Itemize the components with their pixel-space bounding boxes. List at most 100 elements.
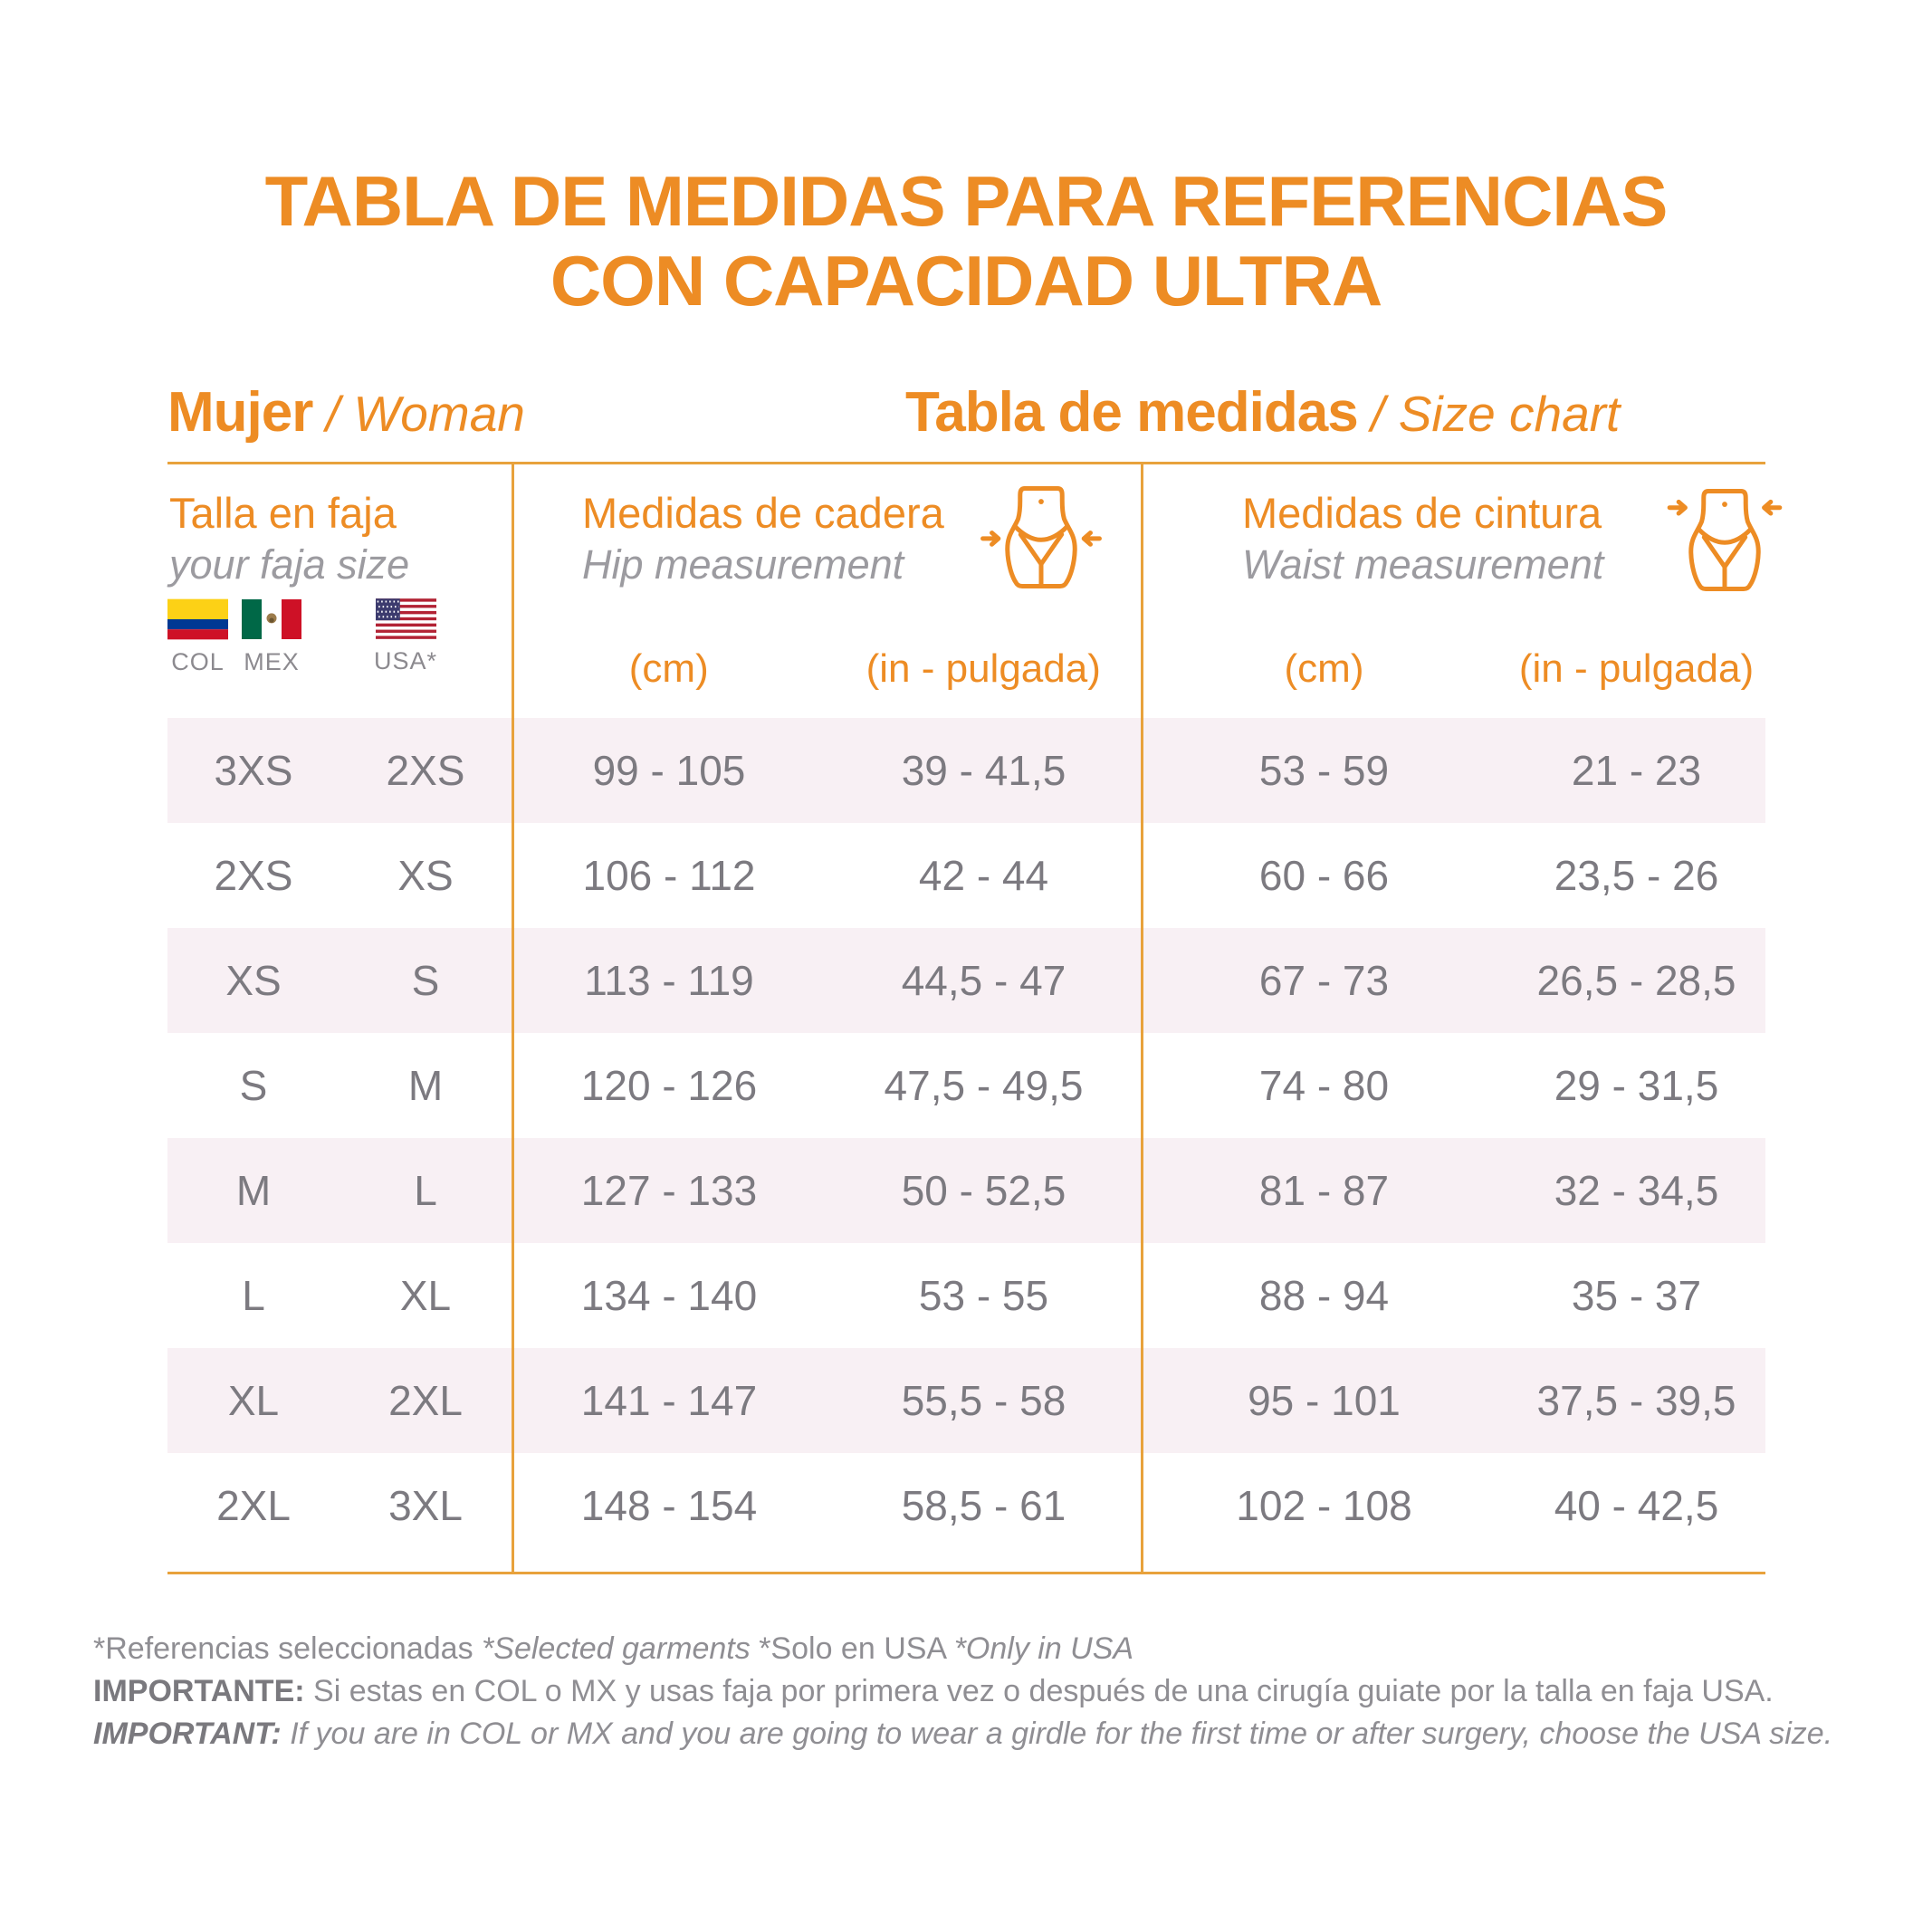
waist-column-title-es: Medidas de cintura xyxy=(1242,489,1602,537)
size-cell-usa: XL xyxy=(399,1272,452,1319)
size-cell-col-mex: 2XL xyxy=(216,1482,291,1529)
waist-unit-in: (in - pulgada) xyxy=(1518,646,1755,691)
usa-flag-label: USA* xyxy=(374,647,438,674)
page-title-line1: TABLA DE MEDIDAS PARA REFERENCIAS xyxy=(264,161,1669,241)
hip-column-header: Medidas de cadera Hip measurement (cm) (… xyxy=(512,464,1141,718)
colombia-flag-label: COL xyxy=(171,648,225,675)
waist-in-cell: 32 - 34,5 xyxy=(1554,1167,1719,1214)
footnote-ref-en: *Selected garments xyxy=(482,1631,760,1666)
size-cell-col-mex: XL xyxy=(227,1377,280,1424)
size-table: Talla en faja your faja size COL xyxy=(167,462,1783,1574)
waist-cm-cell: 74 - 80 xyxy=(1258,1062,1390,1109)
hip-in-cell: 58,5 - 61 xyxy=(901,1482,1066,1529)
hip-column-title-en: Hip measurement xyxy=(582,541,904,588)
mexico-flag-label: MEX xyxy=(244,648,300,675)
table-row: M L 127 - 133 50 - 52,5 81 - 87 32 - 34,… xyxy=(167,1138,1765,1243)
waist-in-cell: 26,5 - 28,5 xyxy=(1536,957,1736,1004)
table-row: S M 120 - 126 47,5 - 49,5 74 - 80 29 - 3… xyxy=(167,1033,1765,1138)
column-divider-1 xyxy=(512,464,514,1572)
hip-column-title-es: Medidas de cadera xyxy=(582,489,944,537)
hip-in-cell: 39 - 41,5 xyxy=(901,747,1066,794)
hip-cm-cell: 99 - 105 xyxy=(592,747,746,794)
hip-cm-cell: 127 - 133 xyxy=(580,1167,758,1214)
hip-in-cell: 55,5 - 58 xyxy=(901,1377,1066,1424)
waist-in-cell: 21 - 23 xyxy=(1571,747,1702,794)
footnote-ref-es: *Referencias seleccionadas xyxy=(93,1631,483,1666)
waist-cm-cell: 60 - 66 xyxy=(1258,852,1390,899)
table-header: Talla en faja your faja size COL xyxy=(167,464,1783,718)
hip-in-cell: 42 - 44 xyxy=(918,852,1049,899)
size-cell-usa: XS xyxy=(397,852,454,899)
waist-in-cell: 23,5 - 26 xyxy=(1554,852,1719,899)
waist-column-header: Medidas de cintura Waist measurement (cm… xyxy=(1141,464,1765,718)
waist-column-title-en: Waist measurement xyxy=(1242,541,1604,588)
table-row: 3XS 2XS 99 - 105 39 - 41,5 53 - 59 21 - … xyxy=(167,718,1765,823)
importante-text: Si estas en COL o MX y usas faja por pri… xyxy=(304,1674,1774,1708)
page-title: TABLA DE MEDIDAS PARA REFERENCIAS CON CA… xyxy=(0,161,1932,320)
waist-cm-cell: 102 - 108 xyxy=(1236,1482,1412,1529)
size-cell-usa: 3XL xyxy=(388,1482,463,1529)
waist-unit-cm: (cm) xyxy=(1284,646,1364,691)
heading-mujer: Mujer xyxy=(167,381,313,444)
waist-in-cell: 37,5 - 39,5 xyxy=(1536,1377,1736,1424)
waist-cm-cell: 81 - 87 xyxy=(1258,1167,1390,1214)
flags-row: COL MEX xyxy=(167,598,512,698)
size-column-header: Talla en faja your faja size COL xyxy=(167,464,512,718)
size-cell-usa: 2XL xyxy=(388,1377,463,1424)
size-cell-usa: L xyxy=(414,1167,437,1214)
heading-tabla-size-chart: Tabla de medidas / Size chart xyxy=(905,380,1620,445)
waist-measurement-icon xyxy=(1667,489,1783,592)
hip-cm-cell: 113 - 119 xyxy=(584,957,754,1004)
size-cell-col-mex: 2XS xyxy=(214,852,293,899)
waist-cm-cell: 67 - 73 xyxy=(1258,957,1390,1004)
hip-units-row: (cm) (in - pulgada) xyxy=(512,641,1141,697)
usa-flag-icon xyxy=(375,598,436,639)
hip-in-cell: 50 - 52,5 xyxy=(901,1167,1066,1214)
hip-measurement-icon xyxy=(980,486,1102,589)
table-row: XL 2XL 141 - 147 55,5 - 58 95 - 101 37,5… xyxy=(167,1348,1765,1453)
waist-cm-cell: 88 - 94 xyxy=(1258,1272,1390,1319)
hip-in-cell: 47,5 - 49,5 xyxy=(884,1062,1084,1109)
table-row: 2XL 3XL 148 - 154 58,5 - 61 102 - 108 40… xyxy=(167,1453,1765,1558)
footnote-importante: IMPORTANTE: Si estas en COL o MX y usas … xyxy=(93,1670,1832,1713)
footnote-references: *Referencias seleccionadas *Selected gar… xyxy=(93,1628,1832,1670)
heading-mujer-woman: Mujer / Woman xyxy=(167,380,525,445)
table-row: 2XS XS 106 - 112 42 - 44 60 - 66 23,5 - … xyxy=(167,823,1765,928)
waist-cm-cell: 53 - 59 xyxy=(1258,747,1390,794)
size-cell-col-mex: 3XS xyxy=(214,747,293,794)
footnote-usa-es: *Solo en USA xyxy=(759,1631,954,1666)
mexico-flag-icon xyxy=(242,599,301,639)
column-divider-2 xyxy=(1141,464,1143,1572)
waist-cm-cell: 95 - 101 xyxy=(1248,1377,1401,1424)
mexico-flag-block: MEX xyxy=(242,598,301,676)
size-cell-usa: M xyxy=(407,1062,444,1109)
hip-cm-cell: 106 - 112 xyxy=(582,852,756,899)
important-label: IMPORTANT: xyxy=(93,1717,282,1751)
size-cell-col-mex: XS xyxy=(225,957,282,1004)
importante-label: IMPORTANTE: xyxy=(93,1674,305,1708)
size-column-title-en: your faja size xyxy=(169,541,410,588)
heading-woman: / Woman xyxy=(325,386,525,442)
hip-cm-cell: 141 - 147 xyxy=(580,1377,758,1424)
waist-in-cell: 35 - 37 xyxy=(1571,1272,1702,1319)
table-row: L XL 134 - 140 53 - 55 88 - 94 35 - 37 xyxy=(167,1243,1765,1348)
size-column-title-es: Talla en faja xyxy=(169,489,397,537)
important-text: If you are in COL or MX and you are goin… xyxy=(281,1717,1833,1751)
size-cell-usa: S xyxy=(411,957,440,1004)
waist-in-cell: 29 - 31,5 xyxy=(1554,1062,1719,1109)
colombia-flag-block: COL xyxy=(167,598,228,676)
hip-cm-cell: 134 - 140 xyxy=(580,1272,758,1319)
hip-in-cell: 53 - 55 xyxy=(918,1272,1049,1319)
size-cell-col-mex: L xyxy=(242,1272,265,1319)
page-title-line2: CON CAPACIDAD ULTRA xyxy=(550,241,1382,320)
heading-size-chart: / Size chart xyxy=(1371,386,1621,442)
footnote-important: IMPORTANT: If you are in COL or MX and y… xyxy=(93,1713,1832,1755)
size-cell-col-mex: M xyxy=(235,1167,272,1214)
hip-cm-cell: 148 - 154 xyxy=(580,1482,758,1529)
hip-unit-cm: (cm) xyxy=(628,646,709,691)
heading-tabla-de-medidas: Tabla de medidas xyxy=(905,381,1359,444)
size-cell-usa: 2XS xyxy=(386,747,465,794)
table-row: XS S 113 - 119 44,5 - 47 67 - 73 26,5 - … xyxy=(167,928,1765,1033)
footnotes: *Referencias seleccionadas *Selected gar… xyxy=(93,1628,1832,1755)
